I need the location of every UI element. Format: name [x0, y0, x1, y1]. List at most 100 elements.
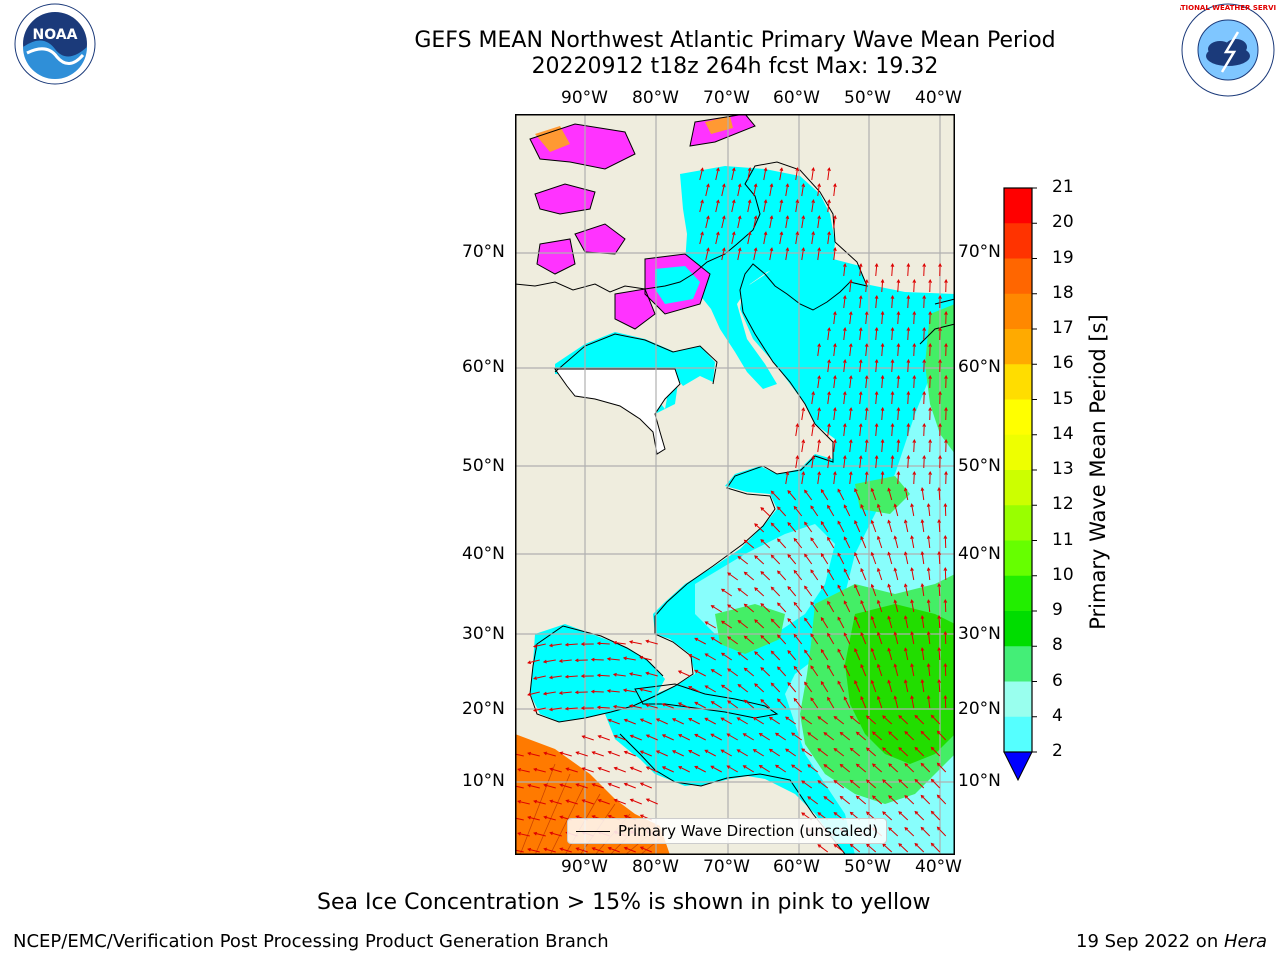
- lat-label-right-4: 30°N: [958, 624, 1001, 644]
- wave-arrow-head: [870, 679, 875, 684]
- wave-arrow: [672, 750, 684, 757]
- wave-arrow: [801, 216, 805, 229]
- wave-arrow: [920, 827, 931, 837]
- lon-label-bottom-0: 90°W: [561, 857, 608, 877]
- wave-arrow-head: [817, 780, 822, 784]
- wave-arrow-head: [548, 707, 553, 712]
- wave-arrow-head: [920, 519, 925, 524]
- wave-arrow: [920, 763, 931, 773]
- wave-arrow: [833, 344, 836, 357]
- wave-arrow-head: [622, 656, 627, 661]
- wave-arrow-head: [793, 569, 798, 574]
- wave-arrow: [843, 264, 846, 277]
- wave-arrow-head: [912, 438, 917, 443]
- wave-arrow-head: [720, 717, 725, 721]
- wave-arrow: [721, 717, 732, 725]
- wave-arrow-head: [943, 662, 948, 667]
- wave-arrow: [938, 487, 941, 501]
- wave-arrow-head: [876, 631, 881, 636]
- wave-arrow: [897, 343, 900, 357]
- wave-arrow-head: [843, 568, 848, 573]
- wave-arrow-head: [920, 730, 925, 735]
- wave-arrow-head: [874, 358, 879, 363]
- wave-arrow-head: [801, 183, 806, 188]
- wave-arrow: [911, 664, 915, 677]
- wave-arrow: [705, 216, 709, 229]
- wave-arrow-head: [613, 734, 618, 739]
- wave-arrow-head: [898, 747, 903, 751]
- wave-arrow: [801, 780, 813, 789]
- wave-arrow: [817, 780, 829, 789]
- wave-arrow: [760, 539, 771, 549]
- wave-arrow-head: [804, 617, 808, 622]
- wave-arrow: [827, 665, 835, 677]
- wave-arrow-head: [596, 673, 601, 678]
- wave-arrow: [801, 472, 805, 485]
- wave-arrow: [871, 616, 877, 629]
- wave-arrow: [871, 552, 877, 565]
- wave-arrow: [865, 472, 868, 485]
- wave-arrow-head: [827, 391, 831, 396]
- wave-arrow-head: [779, 199, 784, 204]
- nws-logo: NATIONAL WEATHER SERVICE: [1170, 2, 1280, 98]
- wave-arrow-head: [858, 359, 863, 363]
- wave-arrow: [515, 817, 524, 821]
- wave-arrow: [843, 328, 846, 341]
- wave-arrow: [737, 652, 749, 661]
- wave-arrow-head: [888, 795, 892, 799]
- wave-arrow-head: [817, 183, 821, 188]
- wave-arrow-head: [827, 696, 831, 701]
- wave-arrow: [543, 691, 556, 695]
- wave-arrow: [927, 632, 931, 645]
- wave-arrow-head: [722, 215, 726, 220]
- wave-arrow-head: [517, 832, 522, 836]
- wave-arrow: [927, 568, 931, 581]
- wave-arrow-head: [898, 811, 903, 815]
- wave-arrow-head: [887, 615, 891, 620]
- wave-arrow: [871, 648, 877, 661]
- wave-arrow-head: [787, 586, 792, 590]
- wave-arrow: [613, 705, 626, 709]
- wave-arrow: [727, 572, 739, 581]
- wave-arrow: [533, 643, 546, 648]
- map-legend: Primary Wave Direction (unscaled): [567, 818, 888, 844]
- wave-arrow-head: [752, 749, 757, 753]
- wave-arrow: [705, 653, 717, 661]
- wave-arrow: [891, 455, 894, 469]
- wave-arrow: [754, 683, 765, 693]
- wave-arrow-head: [820, 680, 825, 685]
- wave-arrow: [938, 583, 941, 597]
- wave-arrow: [793, 698, 803, 709]
- wave-arrow: [793, 634, 803, 645]
- wave-arrow-head: [865, 843, 870, 848]
- wave-arrow: [646, 798, 658, 805]
- wave-arrow-head: [742, 765, 747, 769]
- wave-arrow: [785, 216, 789, 229]
- colorbar-tick-label: 9: [1052, 600, 1063, 620]
- wave-arrow-head: [795, 167, 800, 172]
- wave-arrow-head: [737, 247, 742, 252]
- wave-arrow-head: [848, 311, 853, 315]
- wave-arrow: [793, 666, 803, 677]
- wave-arrow: [608, 719, 620, 725]
- wave-arrow: [833, 376, 836, 389]
- colorbar-tick-label: 10: [1052, 564, 1074, 585]
- wave-arrow-head: [837, 488, 841, 493]
- wave-arrow: [860, 696, 867, 709]
- wave-arrow-head: [793, 537, 798, 542]
- wave-arrow-head: [860, 695, 864, 700]
- wave-arrow: [843, 664, 851, 677]
- wave-arrow: [843, 536, 851, 549]
- wave-arrow: [849, 312, 852, 325]
- chart-title: GEFS MEAN Northwest Atlantic Primary Wav…: [335, 28, 1135, 80]
- wave-arrow-head: [704, 653, 709, 657]
- wave-arrow: [849, 344, 852, 357]
- wave-arrow-head: [752, 717, 757, 721]
- wave-arrow: [881, 439, 884, 453]
- wave-arrow-head: [731, 167, 736, 172]
- wave-arrow-head: [827, 568, 831, 573]
- wave-arrow-head: [661, 766, 666, 770]
- wave-arrow: [771, 554, 781, 565]
- wave-arrow-head: [849, 715, 854, 720]
- lon-label-top-0: 90°W: [561, 88, 608, 108]
